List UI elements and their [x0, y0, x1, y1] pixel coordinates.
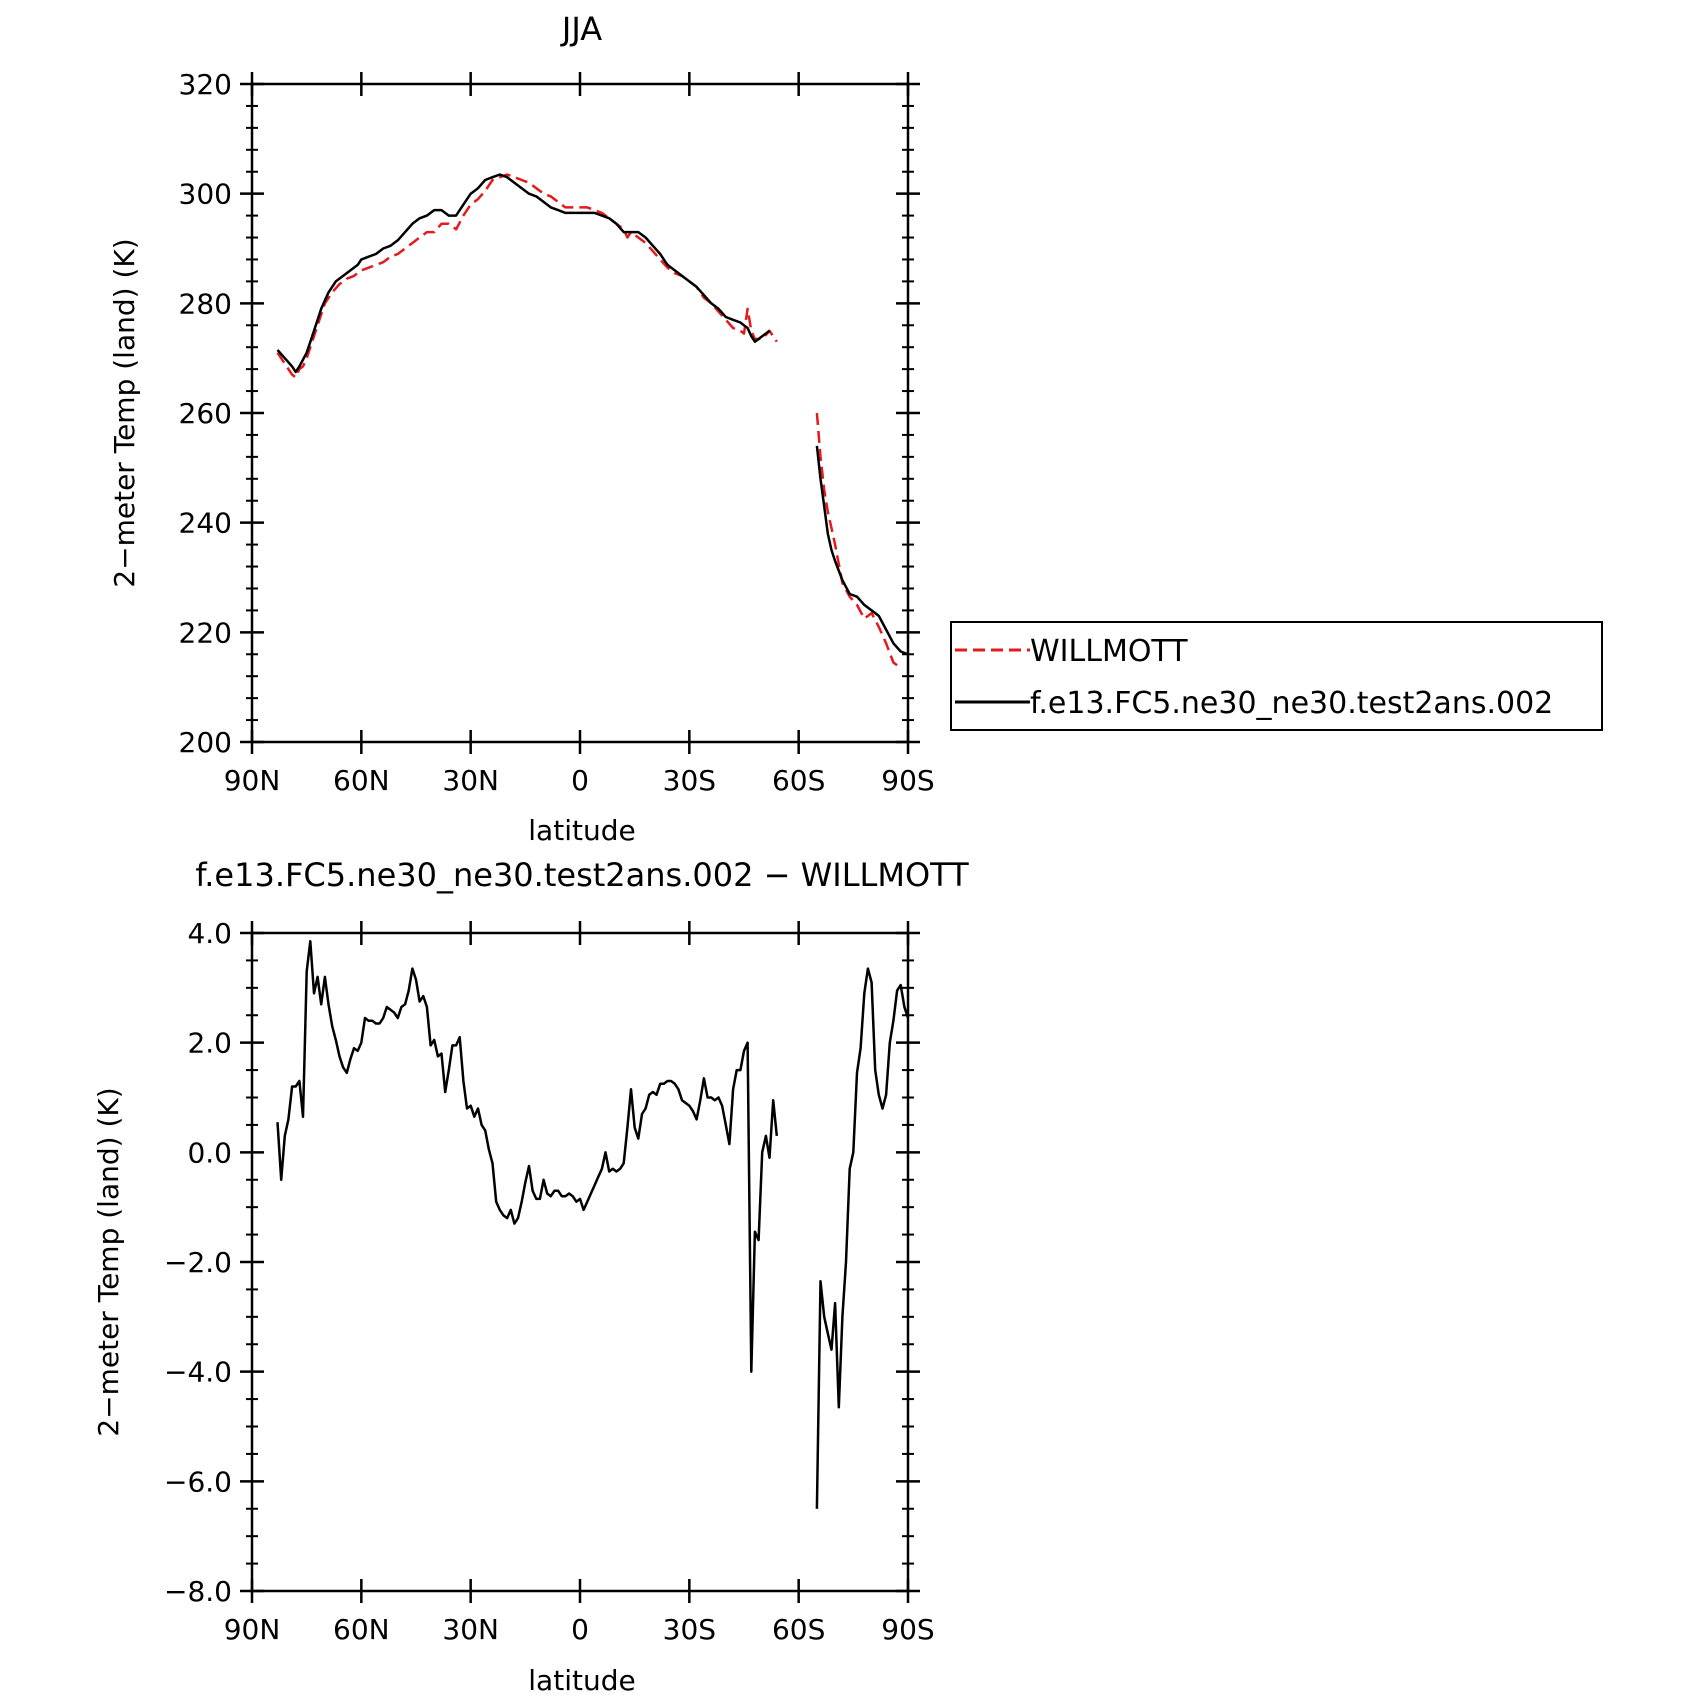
top-y-tick-label: 300	[179, 178, 232, 211]
top-y-tick-label: 320	[179, 68, 232, 101]
top-plot-area: 200 220 240 260 280 300 320 90N 60N 30N 0 30S 60S 90S	[179, 68, 935, 797]
top-series-line-0	[815, 412, 902, 669]
legend-label-model: f.e13.FC5.ne30_ne30.test2ans.002	[1030, 686, 1553, 721]
top-y-tick-label: 240	[179, 507, 232, 540]
bottom-y-tick-label: 4.0	[187, 917, 232, 950]
bottom-chart-title: f.e13.FC5.ne30_ne30.test2ans.002 − WILLM…	[195, 856, 969, 894]
top-x-tick-label: 30N	[442, 764, 499, 797]
bottom-x-tick-label: 90S	[881, 1613, 934, 1646]
bottom-x-tick-label: 90N	[224, 1613, 281, 1646]
bottom-series-line-0	[276, 939, 779, 1373]
legend: WILLMOTT f.e13.FC5.ne30_ne30.test2ans.00…	[950, 621, 1603, 731]
top-x-tick-label: 0	[571, 764, 589, 797]
top-x-tick-label: 30S	[663, 764, 716, 797]
bottom-y-tick-label: −4.0	[164, 1356, 232, 1389]
top-x-tick-label: 90N	[224, 764, 281, 797]
bottom-y-tick-label: −2.0	[164, 1246, 232, 1279]
legend-label-willmott: WILLMOTT	[1030, 634, 1188, 669]
top-x-tick-label: 60S	[772, 764, 825, 797]
top-y-tick-label: 280	[179, 287, 232, 320]
bottom-y-axis-title: 2−meter Temp (land) (K)	[92, 1087, 125, 1436]
top-y-tick-label: 200	[179, 726, 232, 759]
bottom-series-line-0	[815, 967, 910, 1509]
top-panel: JJA 200 220 240 260 280 300 320 90N 60N 30N 0 30S 60…	[108, 10, 1603, 847]
top-series-line-1	[815, 445, 909, 656]
bottom-x-tick-label: 60N	[333, 1613, 390, 1646]
bottom-y-tick-label: 0.0	[187, 1136, 232, 1169]
legend-box	[950, 621, 1603, 731]
top-x-tick-label: 90S	[881, 764, 934, 797]
top-y-axis-title: 2−meter Temp (land) (K)	[108, 238, 141, 587]
bottom-x-tick-label: 60S	[772, 1613, 825, 1646]
bottom-plot-area: −8.0 −6.0 −4.0 −2.0 0.0 2.0 4.0 90N 60N 30N 0 30S 60…	[164, 917, 935, 1646]
bottom-x-tick-label: 0	[571, 1613, 589, 1646]
bottom-x-tick-label: 30S	[663, 1613, 716, 1646]
bottom-panel: f.e13.FC5.ne30_ne30.test2ans.002 − WILLM…	[92, 856, 969, 1697]
top-x-axis-title: latitude	[528, 814, 635, 847]
top-y-tick-label: 220	[179, 616, 232, 649]
top-series-line-1	[276, 173, 771, 374]
bottom-x-tick-label: 30N	[442, 1613, 499, 1646]
bottom-x-axis-title: latitude	[528, 1664, 635, 1697]
bottom-y-tick-label: −6.0	[164, 1465, 232, 1498]
top-x-tick-label: 60N	[333, 764, 390, 797]
top-y-tick-label: 260	[179, 397, 232, 430]
bottom-y-tick-label: −8.0	[164, 1575, 232, 1608]
top-plot-frame	[250, 82, 910, 744]
bottom-plot-frame	[250, 931, 910, 1593]
top-series-line-0	[276, 173, 778, 379]
top-chart-title: JJA	[560, 10, 602, 48]
bottom-y-tick-label: 2.0	[187, 1027, 232, 1060]
